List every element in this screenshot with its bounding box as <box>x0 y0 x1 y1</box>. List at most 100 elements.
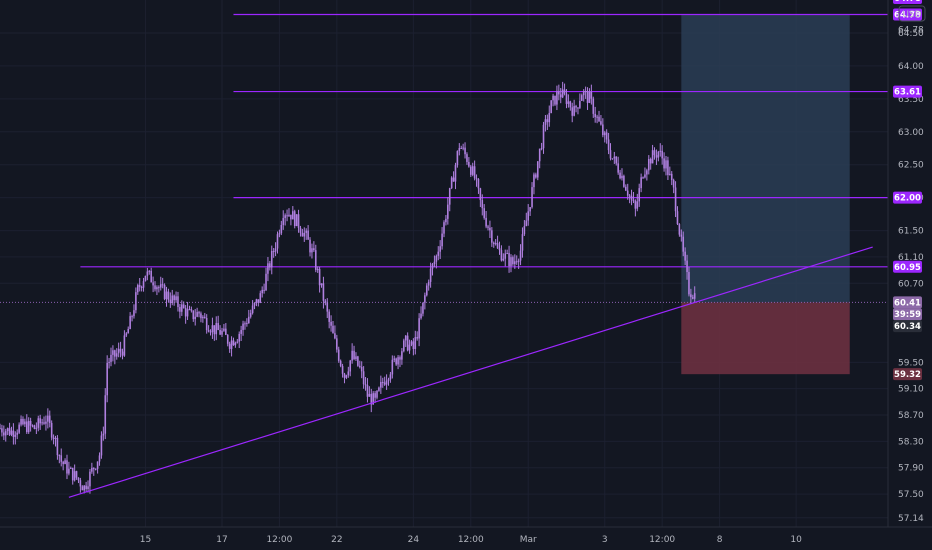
loss-zone <box>681 302 850 375</box>
x-tick-label: 12:00 <box>458 535 484 545</box>
candle-body <box>462 147 464 149</box>
y-tick-label: 58.70 <box>898 411 924 421</box>
candle-body <box>18 424 20 433</box>
x-tick-label: 10 <box>790 535 802 545</box>
candle-body <box>468 161 470 167</box>
candle-body <box>257 299 260 303</box>
candle-body <box>489 227 491 231</box>
y-tick-label: 63.00 <box>898 128 924 138</box>
candle-body <box>343 373 346 378</box>
candle-body <box>349 360 352 372</box>
candle-body <box>267 263 269 274</box>
candle-body <box>94 468 97 470</box>
candle-body <box>640 177 642 189</box>
level-badge-bg <box>893 191 922 204</box>
x-tick-label: 12:00 <box>649 535 675 545</box>
candle-body <box>253 303 256 306</box>
candle-body <box>366 385 369 397</box>
candle-body <box>471 166 474 175</box>
candle-body <box>320 283 323 286</box>
candle-body <box>221 330 223 335</box>
candle-body <box>623 175 625 187</box>
candle-body <box>460 147 463 149</box>
candle-body <box>657 151 660 158</box>
candle-body <box>523 226 526 235</box>
candle-body <box>48 415 51 423</box>
x-tick-label: 15 <box>140 535 151 545</box>
candle-body <box>414 337 417 349</box>
candle-body <box>667 160 669 175</box>
candle-body <box>544 119 547 125</box>
y-tick-label: 63.50 <box>898 95 924 105</box>
candle-body <box>368 393 371 397</box>
candle-body <box>22 418 24 425</box>
candle-body <box>678 224 681 235</box>
candle-body <box>184 308 187 317</box>
candle-body <box>575 106 577 108</box>
price-axis: 57.14 57.50 57.90 58.30 58.70 59.10 59.50 60.70… <box>887 0 924 527</box>
candle-body <box>607 139 610 151</box>
candle-body <box>115 353 118 357</box>
y-tick-label: 64.50 <box>898 29 924 39</box>
y-tick-label: 60.70 <box>898 279 924 289</box>
candle-body <box>217 323 219 331</box>
candle-body <box>238 333 241 342</box>
candle-body <box>169 299 172 304</box>
candle-body <box>416 337 419 339</box>
candle-body <box>548 113 551 123</box>
candle-body <box>112 350 114 355</box>
level-badge: 64.78 <box>894 10 921 20</box>
candle-body <box>538 148 541 162</box>
candle-body <box>198 312 200 314</box>
candle-body <box>337 349 340 361</box>
candle-body <box>554 95 556 105</box>
candle-body <box>404 335 407 341</box>
candle-body <box>437 251 440 256</box>
candle-body <box>542 124 545 149</box>
candle-body <box>561 89 564 98</box>
trendline[interactable] <box>68 246 873 498</box>
candle-body <box>0 428 1 430</box>
candle-body <box>492 242 495 245</box>
currency-button[interactable]: USD <box>898 5 926 22</box>
candle-body <box>665 160 667 169</box>
candle-body <box>209 331 212 333</box>
candle-body <box>286 215 288 217</box>
position-zones <box>681 14 850 375</box>
candle-body <box>617 163 619 173</box>
candle-body <box>131 316 133 318</box>
candle-body <box>192 310 195 320</box>
candle-body <box>590 91 593 99</box>
candle-body <box>594 113 596 118</box>
level-badge: 60.95 <box>894 263 921 273</box>
candle-body <box>154 285 156 290</box>
candle-body <box>477 179 480 189</box>
candle-body <box>531 187 533 208</box>
candle-body <box>397 357 399 365</box>
x-tick-label: 22 <box>331 535 342 545</box>
candle-body <box>148 270 151 272</box>
candle-body <box>420 313 422 319</box>
low-badge-bg <box>893 320 922 333</box>
candle-body <box>290 214 292 220</box>
candle-body <box>605 132 608 140</box>
candle-body <box>92 467 95 469</box>
candle-body <box>311 248 313 253</box>
candle-body <box>158 287 160 289</box>
candle-body <box>1 428 3 433</box>
candle-body <box>114 350 116 357</box>
candle-body <box>466 154 468 162</box>
candle-body <box>282 217 285 225</box>
candle-body <box>481 200 484 209</box>
candle-body <box>536 161 539 178</box>
candle-body <box>236 341 239 343</box>
candle-body <box>401 351 403 360</box>
candle-body <box>565 93 568 104</box>
candle-body <box>64 460 66 465</box>
candle-body <box>314 250 317 270</box>
candle-body <box>85 485 87 490</box>
candle-body <box>292 211 294 220</box>
candle-body <box>347 371 350 376</box>
candle-body <box>425 285 428 296</box>
